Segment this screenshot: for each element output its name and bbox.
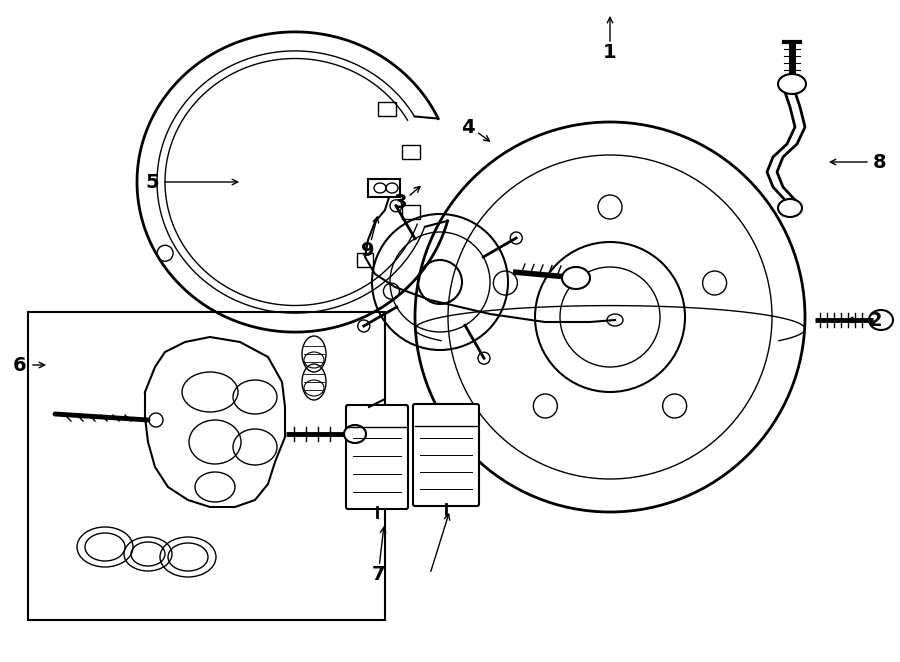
Bar xyxy=(402,205,420,218)
FancyBboxPatch shape xyxy=(346,405,408,509)
Text: 3: 3 xyxy=(393,193,407,211)
Ellipse shape xyxy=(344,425,366,443)
Text: 2: 2 xyxy=(868,310,882,330)
FancyBboxPatch shape xyxy=(413,404,479,506)
Ellipse shape xyxy=(562,267,590,289)
Text: 6: 6 xyxy=(14,355,27,375)
Bar xyxy=(357,253,373,267)
Text: 9: 9 xyxy=(361,240,374,260)
Bar xyxy=(402,146,420,160)
Bar xyxy=(28,312,385,620)
Text: 8: 8 xyxy=(873,152,886,171)
Bar xyxy=(378,102,396,116)
Ellipse shape xyxy=(778,74,806,94)
Text: 5: 5 xyxy=(145,173,158,191)
Text: 7: 7 xyxy=(372,565,385,583)
Bar xyxy=(368,179,400,197)
Text: 4: 4 xyxy=(461,117,475,136)
Text: 1: 1 xyxy=(603,42,616,62)
Ellipse shape xyxy=(778,199,802,217)
